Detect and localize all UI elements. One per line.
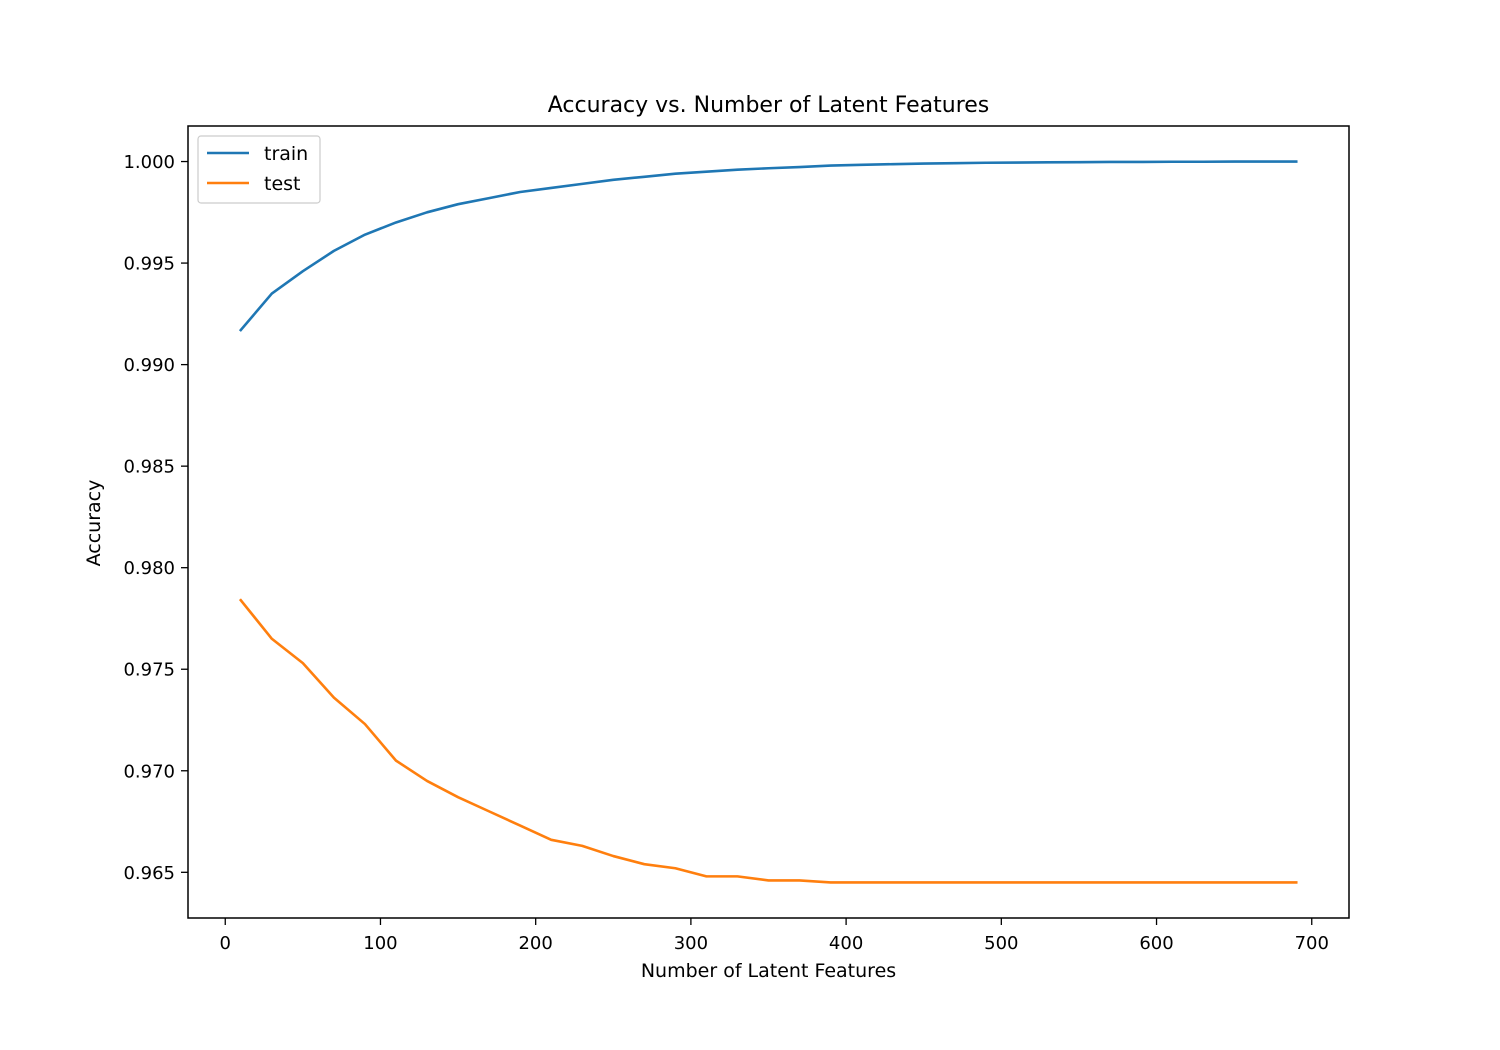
legend-label-train: train xyxy=(264,143,308,165)
legend: train test xyxy=(197,135,321,204)
series-line-test xyxy=(238,598,1298,884)
y-tick-label: 0.980 xyxy=(123,558,175,579)
x-tick-label: 300 xyxy=(674,933,708,954)
x-tick-label: 200 xyxy=(518,933,552,954)
y-tick-label: 0.985 xyxy=(123,457,175,478)
x-tick-label: 500 xyxy=(984,933,1018,954)
y-tick-label: 0.970 xyxy=(123,761,175,782)
x-tick-label: 700 xyxy=(1295,933,1329,954)
series-line-train xyxy=(238,160,1298,332)
plot-area-lines xyxy=(238,160,1298,884)
y-axis-label: Accuracy xyxy=(83,480,105,567)
x-tick-label: 400 xyxy=(829,933,863,954)
x-tick-label: 0 xyxy=(220,933,231,954)
x-tick-label: 600 xyxy=(1139,933,1173,954)
y-tick-label: 1.000 xyxy=(123,152,175,173)
x-axis-label: Number of Latent Features xyxy=(641,960,896,982)
x-tick-label: 100 xyxy=(363,933,397,954)
y-tick-label: 0.965 xyxy=(123,863,175,884)
y-tick-label: 0.990 xyxy=(123,355,175,376)
y-tick-label: 0.975 xyxy=(123,660,175,681)
axis-ticks: 0 100 200 300 400 500 600 700 0.965 0.970 0.975 0.9… xyxy=(123,152,1328,954)
legend-label-test: test xyxy=(264,173,301,195)
plot-frame xyxy=(187,125,1350,919)
chart-title: Accuracy vs. Number of Latent Features xyxy=(548,93,990,118)
y-tick-label: 0.995 xyxy=(123,254,175,275)
